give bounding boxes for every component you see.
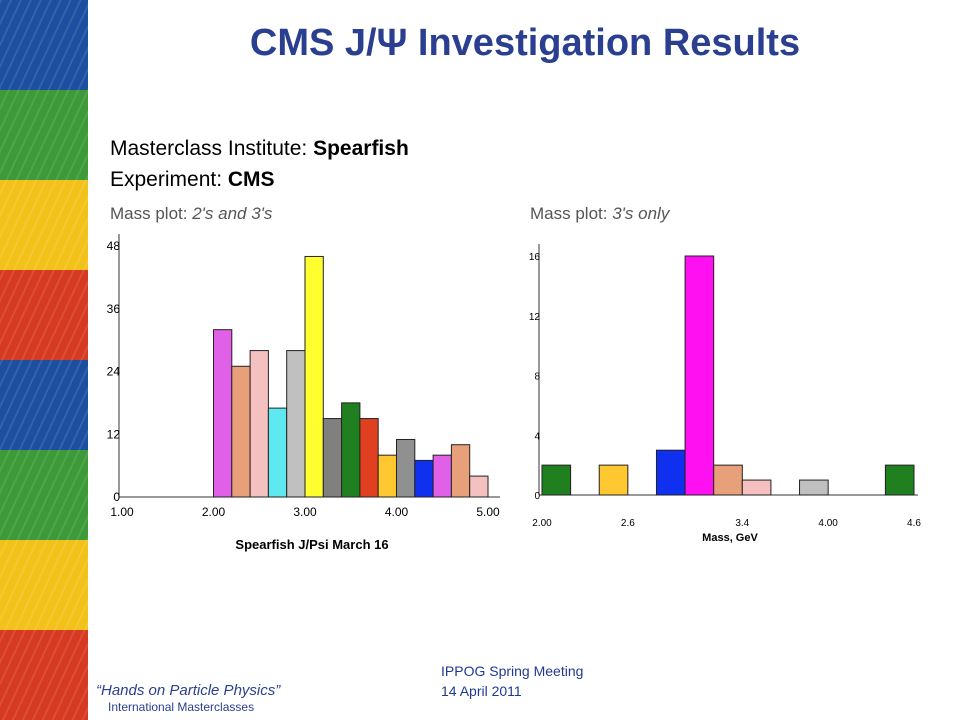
- chart2-bar: [655, 449, 686, 496]
- chart1-bar: [469, 475, 489, 498]
- institute-label: Masterclass Institute:: [110, 137, 314, 160]
- chart2-y-tick-label: 8: [534, 372, 540, 383]
- chart2-x-tick-label: 4.6: [907, 518, 921, 529]
- plot1-label-italic: 2's and 3's: [192, 204, 273, 223]
- chart1-y-tick-label: 36: [107, 302, 121, 316]
- chart1-bar: [450, 444, 471, 498]
- chart2-bar: [684, 255, 715, 496]
- chart1-y-tick-label: 12: [107, 427, 121, 441]
- chart1-x-tick-label: 4.00: [385, 505, 409, 519]
- chart1-y-tick-label: 0: [113, 490, 120, 504]
- chart1-x-tick-label: 5.00: [476, 505, 500, 519]
- chart1-bar: [322, 418, 343, 498]
- plot2-label-italic: 3's only: [612, 204, 670, 223]
- chart1-bar: [341, 402, 361, 498]
- chart1-bar: [359, 418, 379, 498]
- plot2-label-prefix: Mass plot:: [530, 204, 613, 223]
- chart1-bar: [231, 365, 251, 498]
- chart1-x-tick-label: 1.00: [110, 505, 134, 519]
- chart2-bar: [884, 464, 915, 496]
- chart2-bar: [713, 464, 743, 496]
- plot2-label: Mass plot: 3's only: [530, 204, 669, 224]
- chart2-x-tick-label: 2.6: [621, 518, 635, 529]
- chart2-y-tick-label: 4: [534, 431, 540, 442]
- chart1-bar: [267, 407, 288, 498]
- slide-title: CMS J/Ψ Investigation Results: [249, 22, 801, 64]
- chart2-x-tick-label: 3.4: [735, 518, 749, 529]
- footer-brand-sub: International Masterclasses: [108, 700, 255, 714]
- decorative-side-strip: [0, 0, 88, 720]
- strip-block: [0, 180, 88, 271]
- chart2-x-tick-label: 2.00: [532, 518, 552, 529]
- chart1-bar: [414, 459, 434, 498]
- strip-block: [0, 0, 88, 91]
- chart1-bar: [213, 329, 233, 498]
- chart1-x-tick-label: 2.00: [202, 505, 226, 519]
- chart2-x-axis-label: Mass, GeV: [702, 532, 758, 544]
- experiment-label: Experiment:: [110, 168, 228, 191]
- chart1-bar: [396, 438, 416, 498]
- chart2-y-tick-label: 12: [529, 312, 541, 323]
- chart1-bar: [304, 255, 324, 498]
- footer-meeting: IPPOG Spring Meeting: [441, 663, 584, 679]
- experiment-value: CMS: [227, 168, 275, 191]
- chart1-bar: [286, 350, 306, 498]
- strip-block: [0, 630, 88, 720]
- footer-brand: “Hands on Particle Physics”: [96, 682, 281, 699]
- chart1-x-axis-label: Spearfish J/Psi March 16: [235, 537, 388, 552]
- chart2-bar: [541, 464, 572, 496]
- chart2-bar: [741, 479, 772, 496]
- plot1-label-prefix: Mass plot:: [110, 204, 193, 223]
- strip-texture: [0, 0, 88, 720]
- institute-line: Masterclass Institute: Spearfish: [110, 137, 409, 161]
- experiment-line: Experiment: CMS: [110, 168, 275, 192]
- chart1-bar: [249, 350, 269, 498]
- footer-date: 14 April 2011: [441, 683, 522, 699]
- chart2-bar: [799, 479, 829, 496]
- chart2-y-tick-label: 0: [534, 491, 540, 502]
- chart1-x-tick-label: 3.00: [293, 505, 317, 519]
- chart2-y-tick-label: 16: [529, 252, 541, 263]
- strip-block: [0, 360, 88, 451]
- chart2-x-tick-label: 4.00: [818, 518, 838, 529]
- chart1-y-tick-label: 48: [107, 239, 121, 253]
- strip-block: [0, 270, 88, 361]
- chart1-bar: [377, 454, 398, 498]
- chart1-bar: [432, 454, 452, 498]
- plot1-label: Mass plot: 2's and 3's: [110, 204, 272, 224]
- institute-value: Spearfish: [313, 137, 409, 160]
- strip-block: [0, 540, 88, 631]
- strip-block: [0, 90, 88, 181]
- chart2-bar: [598, 464, 629, 496]
- chart1-y-tick-label: 24: [107, 365, 121, 379]
- strip-block: [0, 450, 88, 541]
